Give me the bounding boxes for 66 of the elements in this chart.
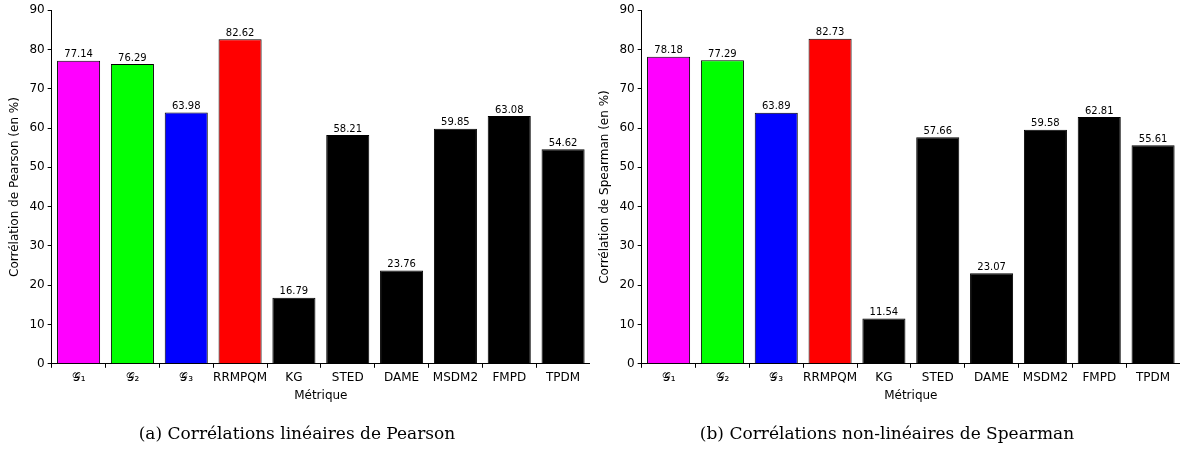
y-axis-title: Corrélation de Pearson (en %) [7, 97, 22, 277]
data-label: 57.66 [923, 124, 953, 136]
y-tick-label: 70 [619, 80, 635, 95]
x-tick-label: STED [331, 370, 364, 385]
x-tick-label: MSDM2 [432, 370, 479, 385]
data-label: 58.21 [333, 122, 363, 134]
x-tick-label: TPDM [1135, 370, 1171, 385]
x-tick-label: DAME [973, 370, 1010, 385]
y-tick-label: 80 [29, 41, 45, 56]
y-axis-title: Corrélation de Spearman (en %) [597, 90, 612, 284]
data-label: 77.29 [708, 47, 737, 59]
text: (b) Corrélations non-linéaires de Spearman [699, 423, 1075, 444]
data-label: 82.73 [815, 26, 845, 38]
y-tick-label: 40 [29, 198, 45, 213]
data-label: 16.79 [279, 285, 309, 297]
x-tick-label: 𝒢₁ [661, 370, 676, 385]
x-tick-label: 𝒢₃ [179, 370, 194, 385]
y-tick-label: 30 [619, 238, 635, 253]
x-axis-title: Métrique [294, 387, 348, 402]
data-label: 59.58 [1031, 117, 1060, 129]
data-label: 55.61 [1138, 132, 1168, 144]
data-label: 76.29 [118, 51, 147, 63]
data-label: 63.98 [171, 100, 201, 112]
text: (a) Corrélations linéaires de Pearson [138, 423, 456, 444]
x-tick-label: RRMPQM [213, 370, 268, 385]
x-tick-label: DAME [383, 370, 420, 385]
y-tick-label: 0 [627, 355, 635, 370]
y-tick-label: 80 [619, 41, 635, 56]
y-tick-label: 0 [37, 355, 45, 370]
x-tick-label: 𝒢₂ [125, 370, 140, 385]
y-tick-label: 10 [619, 316, 635, 331]
x-tick-label: TPDM [545, 370, 581, 385]
x-tick-label: 𝒢₂ [715, 370, 730, 385]
y-tick-label: 60 [29, 120, 45, 135]
x-tick-label: 𝒢₃ [769, 370, 784, 385]
data-label: 62.81 [1084, 104, 1114, 116]
x-axis-title: Métrique [884, 387, 938, 402]
x-tick-label: RRMPQM [803, 370, 858, 385]
y-tick-label: 50 [619, 159, 635, 174]
y-tick-label: 70 [29, 80, 45, 95]
y-tick-label: 10 [29, 316, 45, 331]
data-label: 82.62 [225, 26, 255, 38]
x-tick-label: STED [921, 370, 954, 385]
y-tick-label: 40 [619, 198, 635, 213]
data-label: 59.85 [441, 116, 470, 128]
y-tick-label: 30 [29, 238, 45, 253]
data-label: 11.54 [869, 306, 899, 318]
x-tick-label: KG [875, 370, 893, 385]
y-tick-label: 50 [29, 159, 45, 174]
y-tick-label: 60 [619, 120, 635, 135]
x-tick-label: FMPD [492, 370, 527, 385]
y-tick-label: 90 [29, 2, 45, 17]
x-tick-label: 𝒢₁ [71, 370, 86, 385]
data-label: 23.07 [977, 260, 1006, 272]
y-tick-label: 20 [29, 277, 45, 292]
data-label: 54.62 [548, 136, 578, 148]
data-label: 78.18 [654, 44, 683, 56]
data-label: 77.14 [64, 48, 93, 60]
y-tick-label: 90 [619, 2, 635, 17]
data-label: 63.89 [761, 100, 791, 112]
x-tick-label: MSDM2 [1022, 370, 1069, 385]
x-tick-label: KG [285, 370, 303, 385]
x-tick-label: FMPD [1082, 370, 1117, 385]
y-tick-label: 20 [619, 277, 635, 292]
data-label: 23.76 [387, 258, 416, 270]
data-label: 63.08 [494, 103, 524, 115]
